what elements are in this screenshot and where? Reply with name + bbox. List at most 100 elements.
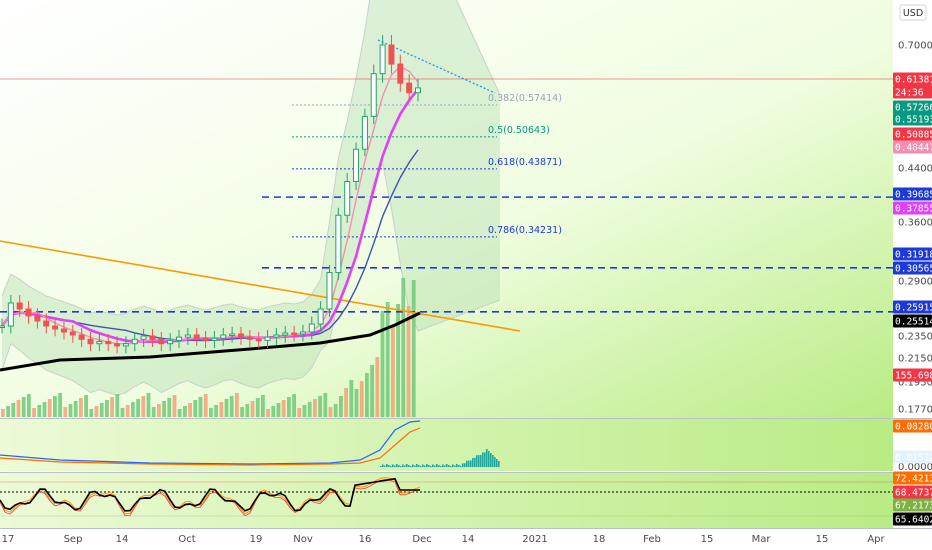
price-badge: 0.48447 <box>893 140 932 154</box>
fibonacci-retracement[interactable]: 0.382(0.57414) 0.5(0.50643) 0.618(0.43871)… <box>292 93 562 238</box>
support-lines[interactable] <box>0 196 893 313</box>
candle-body <box>25 308 32 317</box>
time-axis-background[interactable] <box>0 528 932 550</box>
volume-bar <box>105 400 109 417</box>
currency-box[interactable] <box>899 4 927 21</box>
candle-body <box>344 181 351 216</box>
time-tick-label: 19 <box>250 534 263 545</box>
osc-histogram-bar <box>446 464 448 467</box>
volume-bar <box>328 407 333 417</box>
time-tick-label: 16 <box>359 534 372 545</box>
dotted-resistance-line[interactable] <box>377 39 496 94</box>
candle-body <box>388 44 395 65</box>
osc-histogram-bar <box>416 464 418 467</box>
badge-label: 65.64021 <box>895 515 932 526</box>
candle-body <box>229 333 236 336</box>
candle-body <box>96 341 103 345</box>
volume-bar <box>110 397 114 417</box>
volume-bar <box>84 395 88 417</box>
osc-histogram-bar <box>398 465 400 467</box>
volume-bar <box>255 398 260 417</box>
osc-histogram-bar <box>492 455 494 467</box>
badge-label: 72.42136 <box>895 474 932 485</box>
candle-body <box>52 325 59 330</box>
osc-histogram-bar <box>410 466 412 467</box>
volume-bar <box>177 409 182 417</box>
volume-bar <box>136 399 140 417</box>
badge-label: 0.39685 <box>895 190 932 201</box>
price-badge: 155.698M <box>893 368 932 382</box>
time-axis-labels: 17 Sep 14 Oct 19 Nov 16 Dec 14 2021 18 Feb 15 Mar 15 Ap… <box>2 534 886 545</box>
osc-histogram-bar <box>420 466 422 467</box>
badge-bg <box>893 471 932 485</box>
badge-bg <box>893 201 932 215</box>
candle-body <box>326 272 333 310</box>
osc-histogram-bar <box>488 451 490 467</box>
volume-bar <box>183 406 187 417</box>
descending-trendline[interactable] <box>0 240 521 332</box>
volume-bar <box>27 394 31 417</box>
price-badge: 0.37855 <box>893 201 932 215</box>
rsi-plot <box>0 477 893 517</box>
osc-histogram-bar <box>390 466 392 467</box>
osc-histogram-bar <box>496 459 498 467</box>
osc-histogram-bar <box>464 463 466 467</box>
badge-bg <box>893 419 932 433</box>
candle-body <box>255 338 262 342</box>
osc-histogram-bar <box>400 466 402 467</box>
volume-bar <box>302 405 307 417</box>
osc-histogram-bar <box>406 464 408 467</box>
osc-histogram-bar <box>424 465 426 467</box>
volume-bar <box>261 395 265 417</box>
volume-bar <box>58 393 62 417</box>
volume-bar <box>344 388 348 417</box>
osc-histogram-bar <box>422 464 424 467</box>
candle-body <box>140 335 147 340</box>
price-badge: 0.39685 <box>893 187 932 201</box>
volume-bar <box>146 393 151 417</box>
volume-bar <box>396 304 400 417</box>
volume-bar <box>307 402 312 417</box>
ma-fast-line <box>1 65 419 345</box>
osc-histogram-bar <box>474 457 476 467</box>
badge-label: 155.698M <box>895 371 932 382</box>
osc-histogram-bar <box>438 465 440 467</box>
badge-label: 0.50885 <box>895 130 932 141</box>
time-tick-label: 2021 <box>522 534 547 545</box>
price-badge: 24:36 <box>893 85 932 99</box>
osc-histogram-bar <box>478 455 480 467</box>
volume-bar <box>240 407 244 417</box>
badge-bg <box>893 314 932 328</box>
volume-bar <box>339 396 343 417</box>
candle-body <box>184 334 191 338</box>
rsi-badge: 67.21733 <box>893 498 932 512</box>
volume-bar <box>167 398 172 417</box>
candle-body <box>34 315 41 322</box>
volume-bar <box>349 380 354 417</box>
volume-bar <box>16 400 21 417</box>
osc-histogram-bar <box>448 465 450 467</box>
volume-bar <box>224 399 229 417</box>
osc-axis-labels: 0.00000 <box>898 462 932 473</box>
badge-bg <box>893 368 932 382</box>
volume-bar <box>229 396 234 417</box>
osc-histogram-bar <box>466 460 468 467</box>
osc-histogram-bar <box>458 465 460 467</box>
fib-level-label: 0.786(0.34231) <box>488 225 562 236</box>
volume-bar <box>250 401 255 417</box>
badge-label: 24:36 <box>895 88 924 99</box>
osc-histogram-bar <box>384 465 386 467</box>
osc-histogram-bar <box>426 464 428 467</box>
osc-badge: 0.08280 <box>893 419 932 433</box>
badge-label: 67.21733 <box>895 501 932 512</box>
volume-bar <box>271 406 276 417</box>
volume-bar <box>219 402 224 417</box>
candle-body <box>397 63 404 84</box>
